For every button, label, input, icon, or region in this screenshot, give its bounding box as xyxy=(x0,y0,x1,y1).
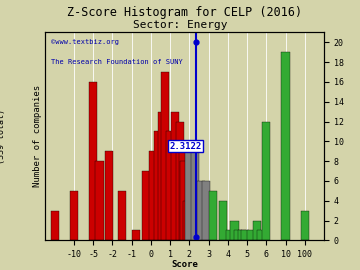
Bar xyxy=(191,151,199,240)
Bar xyxy=(241,230,249,240)
Bar xyxy=(262,122,270,240)
Text: 2.3122: 2.3122 xyxy=(169,142,202,151)
Bar xyxy=(158,112,166,240)
Text: (339 total): (339 total) xyxy=(0,109,6,164)
Bar xyxy=(301,211,309,240)
Text: The Research Foundation of SUNY: The Research Foundation of SUNY xyxy=(50,59,182,65)
Bar xyxy=(153,131,162,240)
Bar xyxy=(183,201,192,240)
X-axis label: Score: Score xyxy=(171,260,198,269)
Text: Sector: Energy: Sector: Energy xyxy=(133,20,227,30)
Bar xyxy=(226,230,234,240)
Bar xyxy=(132,230,140,240)
Bar xyxy=(185,151,193,240)
Bar xyxy=(176,122,184,240)
Bar xyxy=(50,211,59,240)
Bar xyxy=(234,230,242,240)
Bar xyxy=(171,112,179,240)
Bar xyxy=(247,230,255,240)
Y-axis label: Number of companies: Number of companies xyxy=(33,85,42,187)
Bar xyxy=(253,221,261,240)
Bar xyxy=(149,151,157,240)
Bar xyxy=(89,82,97,240)
Bar xyxy=(118,191,126,240)
Bar xyxy=(257,230,266,240)
Bar xyxy=(142,171,150,240)
Bar xyxy=(161,72,169,240)
Bar xyxy=(179,151,186,240)
Bar xyxy=(95,161,104,240)
Bar xyxy=(209,191,217,240)
Bar xyxy=(230,221,239,240)
Bar xyxy=(282,52,289,240)
Bar xyxy=(197,181,205,240)
Bar xyxy=(219,201,227,240)
Bar xyxy=(166,131,174,240)
Bar xyxy=(105,151,113,240)
Bar xyxy=(180,161,189,240)
Text: ©www.textbiz.org: ©www.textbiz.org xyxy=(50,39,118,45)
Bar xyxy=(70,191,78,240)
Title: Z-Score Histogram for CELP (2016): Z-Score Histogram for CELP (2016) xyxy=(67,6,302,19)
Bar xyxy=(238,230,246,240)
Bar xyxy=(202,181,210,240)
